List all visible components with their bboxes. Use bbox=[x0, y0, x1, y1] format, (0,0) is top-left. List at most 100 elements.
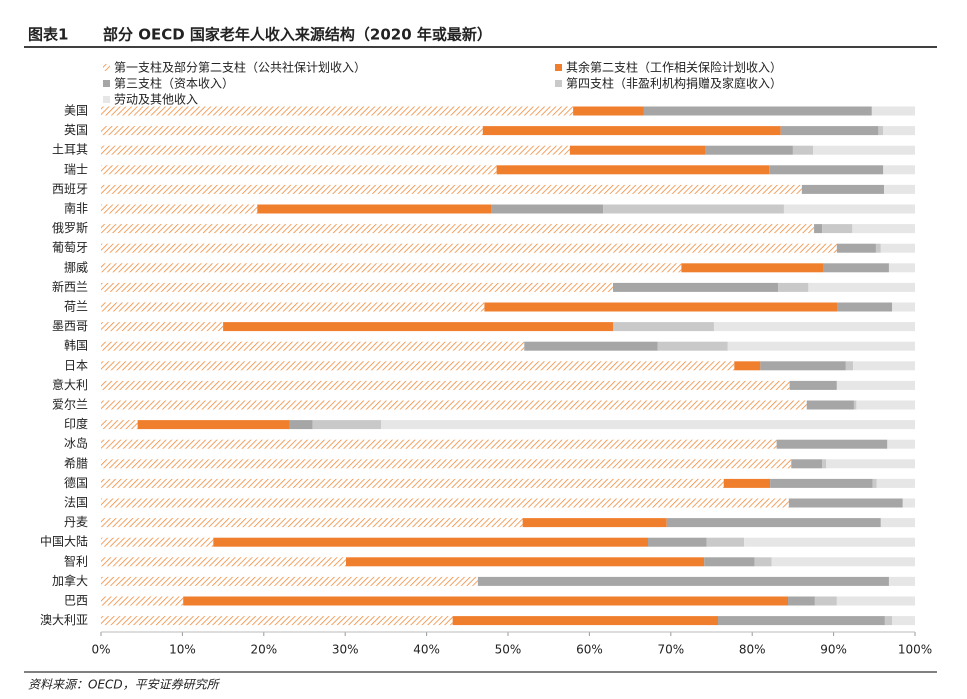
y-tick-label: 中国大陆 bbox=[40, 534, 88, 549]
bar-segment bbox=[346, 557, 705, 567]
y-tick-label: 法国 bbox=[64, 496, 88, 510]
x-tick-label: 10% bbox=[169, 643, 196, 657]
bar-segment bbox=[101, 420, 138, 430]
bar-segment bbox=[806, 400, 854, 410]
bar-segment bbox=[878, 126, 884, 136]
bar-segment bbox=[808, 282, 915, 292]
bar-segment bbox=[770, 478, 873, 488]
bar-segment bbox=[101, 184, 802, 194]
bar-segment bbox=[822, 459, 827, 469]
x-tick-label: 80% bbox=[739, 643, 766, 657]
bar-segment bbox=[681, 263, 824, 273]
bar-segment bbox=[778, 282, 809, 292]
bar-segment bbox=[101, 478, 724, 488]
chart-title: 部分 OECD 国家老年人收入来源结构（2020 年或最新） bbox=[103, 26, 492, 44]
bar-segment bbox=[101, 537, 214, 547]
x-tick-label: 40% bbox=[413, 643, 440, 657]
bar-segment bbox=[613, 282, 779, 292]
bar-segment bbox=[312, 420, 382, 430]
legend-label: 第一支柱及部分第二支柱（公共社保计划收入） bbox=[114, 60, 366, 75]
bar-segment bbox=[101, 282, 614, 292]
legend-swatch bbox=[103, 80, 110, 87]
bar-segment bbox=[744, 537, 915, 547]
bar-segment bbox=[484, 302, 838, 312]
bar-segment bbox=[888, 263, 915, 273]
x-tick-label: 0% bbox=[91, 643, 110, 657]
bar-segment bbox=[880, 243, 915, 253]
bar-segment bbox=[892, 616, 915, 626]
bar-segment bbox=[183, 596, 789, 606]
y-tick-label: 希腊 bbox=[64, 455, 88, 470]
bar-segment bbox=[101, 243, 837, 253]
bar-segment bbox=[872, 478, 877, 488]
bar-segment bbox=[101, 380, 790, 390]
bar-segment bbox=[101, 459, 792, 469]
bar-segment bbox=[603, 204, 784, 214]
bar-segment bbox=[706, 537, 745, 547]
bar-segment bbox=[101, 361, 735, 371]
bar-segment bbox=[826, 459, 915, 469]
y-tick-label: 挪威 bbox=[64, 260, 88, 274]
bar-segment bbox=[853, 400, 857, 410]
bar-segment bbox=[789, 380, 837, 390]
figure-label: 图表1 bbox=[28, 26, 68, 44]
y-tick-label: 德国 bbox=[64, 475, 88, 490]
bar-segment bbox=[573, 106, 644, 116]
bar-segment bbox=[101, 341, 525, 351]
x-tick-label: 60% bbox=[576, 643, 603, 657]
y-tick-label: 加拿大 bbox=[52, 573, 88, 588]
bar-segment bbox=[101, 439, 777, 449]
y-tick-label: 墨西哥 bbox=[52, 319, 88, 333]
bar-segment bbox=[705, 145, 793, 155]
bar-segment bbox=[771, 557, 915, 567]
bar-segment bbox=[381, 420, 915, 430]
legend-label: 其余第二支柱（工作相关保险计划收入） bbox=[566, 60, 782, 75]
y-tick-label: 印度 bbox=[64, 416, 88, 431]
bar-segment bbox=[723, 478, 771, 488]
bar-segment bbox=[257, 204, 492, 214]
bar-segment bbox=[734, 361, 761, 371]
bar-segment bbox=[101, 576, 478, 586]
bar-segment bbox=[213, 537, 649, 547]
bar-segment bbox=[524, 341, 658, 351]
bar-segment bbox=[482, 126, 781, 136]
bar-segment bbox=[813, 145, 915, 155]
bar-segment bbox=[101, 518, 523, 528]
y-tick-label: 西班牙 bbox=[52, 182, 88, 196]
bar-segment bbox=[814, 596, 837, 606]
bar-segment bbox=[657, 341, 728, 351]
bar-segment bbox=[823, 263, 889, 273]
bar-segment bbox=[101, 596, 184, 606]
bar-segment bbox=[876, 478, 915, 488]
bar-segment bbox=[101, 106, 574, 116]
bar-segment bbox=[788, 596, 815, 606]
y-tick-label: 意大利 bbox=[52, 377, 88, 392]
x-tick-label: 20% bbox=[250, 643, 277, 657]
bar-segment bbox=[101, 263, 682, 273]
bar-segment bbox=[477, 576, 889, 586]
y-tick-label: 美国 bbox=[64, 104, 88, 118]
legend-swatch bbox=[555, 80, 562, 87]
legend-swatch bbox=[555, 64, 562, 71]
bar-segment bbox=[760, 361, 846, 371]
bar-segment bbox=[788, 498, 903, 508]
bar-segment bbox=[822, 224, 853, 234]
bar-segment bbox=[791, 459, 823, 469]
bar-segment bbox=[884, 184, 915, 194]
bar-segment bbox=[101, 165, 497, 175]
y-tick-label: 智利 bbox=[64, 553, 88, 568]
legend-label: 第四支柱（非盈利机构捐赠及家庭收入） bbox=[566, 76, 782, 91]
y-tick-label: 爱尔兰 bbox=[52, 397, 88, 412]
bar-segment bbox=[814, 224, 823, 234]
bar-segment bbox=[754, 557, 772, 567]
bar-segment bbox=[491, 204, 604, 214]
y-tick-label: 日本 bbox=[64, 358, 88, 372]
bar-segment bbox=[666, 518, 881, 528]
bar-segment bbox=[836, 380, 915, 390]
bar-segment bbox=[853, 361, 915, 371]
bar-segment bbox=[888, 576, 915, 586]
bar-segment bbox=[223, 322, 614, 332]
y-tick-label: 土耳其 bbox=[52, 143, 88, 157]
bar-segment bbox=[101, 224, 815, 234]
